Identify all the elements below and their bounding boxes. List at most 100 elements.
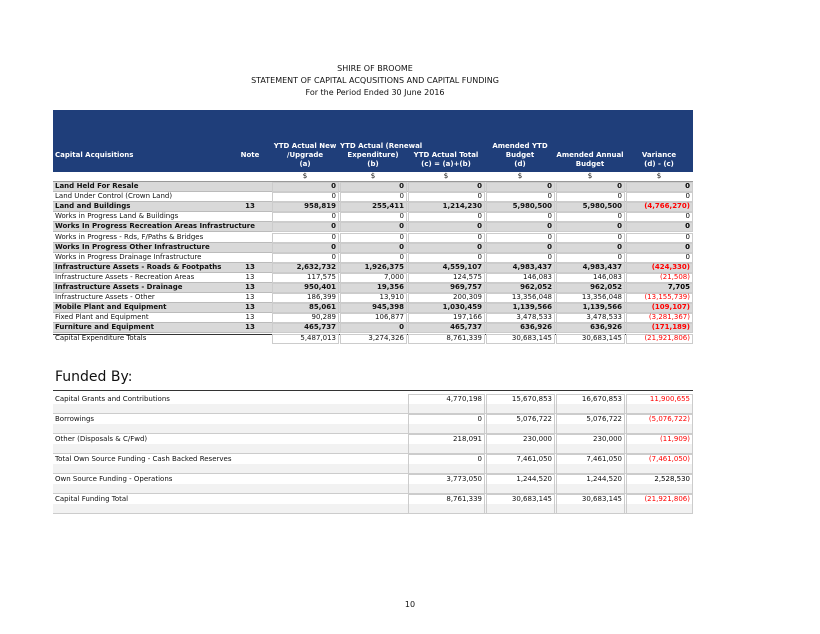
cell [486, 222, 555, 233]
row-value: 465,737 [304, 323, 336, 332]
row-value: 0 [547, 242, 552, 251]
row-value: (4,766,270) [644, 202, 690, 211]
cell [486, 242, 555, 253]
funding-value: 230,000 [523, 435, 552, 443]
row-value: 200,309 [453, 293, 482, 302]
cell [486, 293, 555, 304]
row-value: 0 [331, 242, 336, 251]
row-value: 146,083 [593, 272, 622, 281]
header-line: SHIRE OF BROOME [337, 64, 413, 73]
cell [486, 454, 555, 474]
column-header: Budget [505, 151, 535, 159]
row-value: 124,575 [453, 272, 482, 281]
cell [340, 242, 407, 253]
row-value: 0 [547, 232, 552, 241]
cell [272, 252, 339, 263]
funding-row [53, 434, 693, 454]
column-header: (c) = (a)+(b) [421, 160, 471, 168]
cell [626, 293, 693, 304]
funding-value: (7,461,050) [648, 455, 690, 463]
cell [408, 323, 485, 334]
row-label: Works in Progress Land & Buildings [55, 212, 179, 221]
cell [626, 434, 693, 454]
column-header: Expenditure) [347, 151, 399, 159]
funding-total-label: Capital Funding Total [55, 495, 129, 503]
cell [408, 454, 485, 474]
row-label: Furniture and Equipment [55, 323, 154, 332]
cell [556, 323, 625, 334]
cell [340, 293, 407, 304]
cell [556, 414, 625, 434]
cell [272, 212, 339, 223]
column-header: Amended Annual [556, 151, 624, 159]
row-value: 255,411 [372, 202, 404, 211]
cell [556, 394, 625, 414]
row-value: 0 [477, 182, 482, 190]
cell [626, 333, 693, 344]
total-value: 8,761,339 [446, 333, 482, 342]
row-value: 0 [685, 232, 690, 241]
unit: $ [656, 172, 662, 180]
funding-top [53, 390, 693, 391]
row-note: 13 [245, 323, 255, 332]
row-label: Infrastructure Assets - Roads & Footpath… [55, 262, 222, 271]
row-value: 85,061 [308, 303, 336, 312]
row-label: Land Under Control (Crown Land) [55, 192, 173, 201]
column-header: Variance [641, 151, 677, 159]
row-value: 0 [547, 182, 552, 190]
cell [556, 252, 625, 263]
row-value: 0 [685, 212, 690, 221]
column-header: YTD Actual (Renewal [340, 142, 423, 150]
funding-row [53, 454, 693, 474]
funding-row [53, 474, 693, 494]
row-value: 0 [617, 242, 622, 251]
cell [486, 262, 555, 273]
funding-value: 2,528,530 [654, 475, 690, 483]
funding-total-value: 8,761,339 [446, 495, 482, 503]
cell [408, 212, 485, 223]
row-value: 0 [547, 222, 552, 231]
cell [626, 212, 693, 223]
column-header: Note [240, 151, 260, 159]
row-value: 0 [399, 232, 404, 241]
cell [272, 303, 339, 314]
row-value: 950,401 [304, 283, 336, 291]
cell [340, 272, 407, 283]
column-header: Amended YTD [492, 142, 548, 150]
cell [272, 192, 339, 203]
row-value: 2,632,732 [296, 262, 336, 271]
cell [408, 232, 485, 243]
row-note: 13 [245, 283, 255, 291]
row-value: 4,983,437 [582, 262, 622, 271]
cell [408, 252, 485, 263]
cell [626, 202, 693, 213]
row-value: 1,139,566 [512, 303, 552, 312]
funding-label: Other (Disposals & C/Fwd) [55, 435, 148, 443]
row-value: 7,000 [383, 272, 404, 281]
cell [272, 323, 339, 334]
cell [626, 323, 693, 334]
cell [486, 202, 555, 213]
row-label: Works In Progress Other Infrastructure [55, 242, 210, 251]
cell [272, 202, 339, 213]
row-value: 19,356 [376, 283, 404, 291]
row-value: 0 [331, 252, 336, 261]
cell [556, 434, 625, 454]
cell [340, 283, 407, 294]
cell [556, 494, 625, 514]
cell [556, 212, 625, 223]
cell [626, 262, 693, 273]
row-label: Fixed Plant and Equipment [55, 313, 149, 322]
row-value: 0 [399, 182, 404, 190]
header-band [53, 110, 693, 172]
cell [626, 454, 693, 474]
cell [408, 434, 485, 454]
column-header: (d) - (c) [644, 160, 674, 168]
row-note: 13 [245, 303, 255, 312]
cell [408, 222, 485, 233]
funding-value: 0 [477, 455, 482, 463]
page-number: 10 [404, 600, 416, 609]
cell [556, 303, 625, 314]
cell [486, 494, 555, 514]
cell [626, 182, 693, 193]
